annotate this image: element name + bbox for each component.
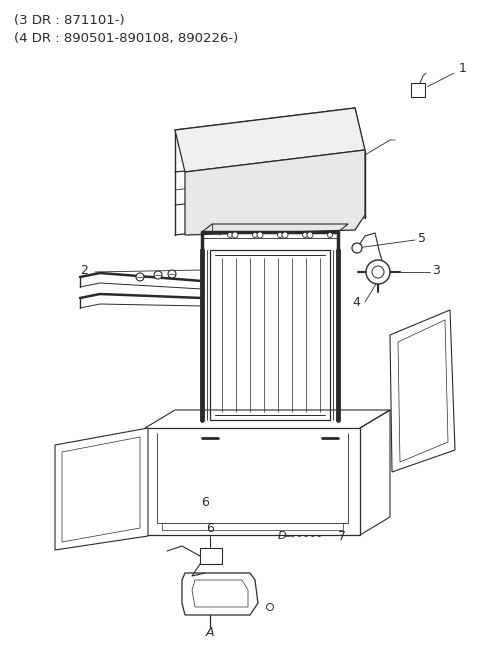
Polygon shape <box>210 250 330 420</box>
Text: A: A <box>206 627 214 640</box>
Polygon shape <box>192 580 248 607</box>
Polygon shape <box>185 150 365 235</box>
Circle shape <box>277 233 283 237</box>
Circle shape <box>228 233 232 237</box>
Polygon shape <box>200 548 222 564</box>
Text: 6: 6 <box>201 496 209 509</box>
Circle shape <box>266 604 274 610</box>
Text: 1: 1 <box>459 61 467 75</box>
Circle shape <box>352 243 362 253</box>
Text: (3 DR : 871101-): (3 DR : 871101-) <box>14 14 125 27</box>
Circle shape <box>307 232 313 238</box>
Text: 7: 7 <box>338 530 346 543</box>
Text: (4 DR : 890501-890108, 890226-): (4 DR : 890501-890108, 890226-) <box>14 32 238 45</box>
Polygon shape <box>390 310 455 472</box>
Circle shape <box>327 233 333 237</box>
Text: 2: 2 <box>80 264 88 277</box>
Circle shape <box>366 260 390 284</box>
Text: 4: 4 <box>352 296 360 309</box>
Polygon shape <box>55 428 148 550</box>
Polygon shape <box>398 320 448 462</box>
Polygon shape <box>411 83 425 97</box>
Circle shape <box>252 233 257 237</box>
Circle shape <box>257 232 263 238</box>
Text: - - - - -: - - - - - <box>291 531 321 541</box>
Circle shape <box>302 233 308 237</box>
Circle shape <box>372 266 384 278</box>
Circle shape <box>154 271 162 279</box>
Circle shape <box>136 273 144 281</box>
Polygon shape <box>182 573 258 615</box>
Polygon shape <box>145 428 360 535</box>
Text: 5: 5 <box>418 232 426 245</box>
Text: 3: 3 <box>432 264 440 277</box>
Polygon shape <box>62 437 140 542</box>
Circle shape <box>282 232 288 238</box>
Circle shape <box>168 270 176 278</box>
Circle shape <box>232 232 238 238</box>
Text: D: D <box>278 531 287 541</box>
Polygon shape <box>175 108 365 172</box>
Text: 6: 6 <box>206 522 214 535</box>
